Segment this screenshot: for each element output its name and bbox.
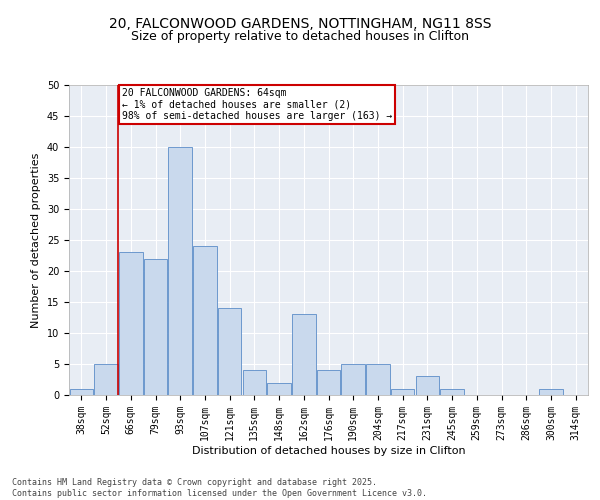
Bar bbox=[70, 389, 93, 395]
Bar bbox=[416, 376, 439, 395]
Bar bbox=[218, 308, 241, 395]
Text: Size of property relative to detached houses in Clifton: Size of property relative to detached ho… bbox=[131, 30, 469, 43]
Bar bbox=[242, 370, 266, 395]
Bar bbox=[193, 246, 217, 395]
Text: Contains HM Land Registry data © Crown copyright and database right 2025.
Contai: Contains HM Land Registry data © Crown c… bbox=[12, 478, 427, 498]
Bar bbox=[94, 364, 118, 395]
Bar bbox=[440, 389, 464, 395]
Y-axis label: Number of detached properties: Number of detached properties bbox=[31, 152, 41, 328]
X-axis label: Distribution of detached houses by size in Clifton: Distribution of detached houses by size … bbox=[191, 446, 466, 456]
Text: 20 FALCONWOOD GARDENS: 64sqm
← 1% of detached houses are smaller (2)
98% of semi: 20 FALCONWOOD GARDENS: 64sqm ← 1% of det… bbox=[122, 88, 392, 122]
Bar bbox=[292, 314, 316, 395]
Bar bbox=[317, 370, 340, 395]
Bar bbox=[391, 389, 415, 395]
Bar bbox=[169, 147, 192, 395]
Bar bbox=[341, 364, 365, 395]
Bar bbox=[119, 252, 143, 395]
Bar bbox=[539, 389, 563, 395]
Bar bbox=[366, 364, 389, 395]
Bar bbox=[144, 258, 167, 395]
Text: 20, FALCONWOOD GARDENS, NOTTINGHAM, NG11 8SS: 20, FALCONWOOD GARDENS, NOTTINGHAM, NG11… bbox=[109, 18, 491, 32]
Bar bbox=[268, 382, 291, 395]
